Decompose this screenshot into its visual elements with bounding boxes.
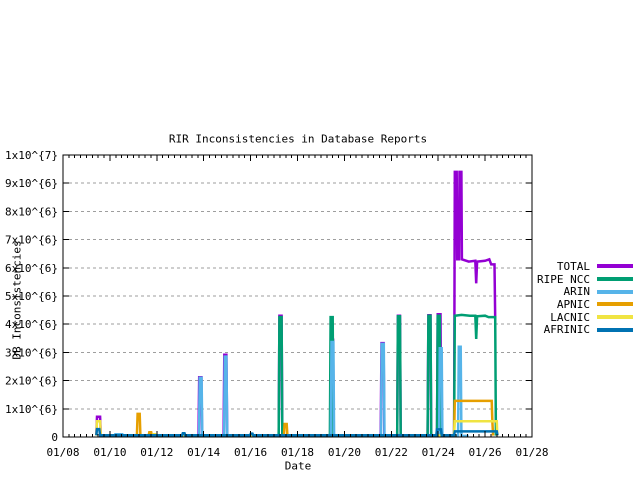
legend-line-swatch <box>597 277 633 282</box>
x-tick-label: 01/28 <box>515 446 548 459</box>
x-tick-label: 01/10 <box>93 446 126 459</box>
legend-label: TOTAL <box>556 259 590 273</box>
legend-line-swatch <box>597 264 633 269</box>
x-tick-label: 01/18 <box>281 446 314 459</box>
y-tick-label: 9x10^{6} <box>5 177 58 190</box>
x-tick-label: 01/08 <box>46 446 79 459</box>
x-tick-label: 01/12 <box>140 446 173 459</box>
y-axis-label: DB Inconsistencies <box>10 240 24 360</box>
y-tick-label: 5x10^{6} <box>5 290 58 303</box>
y-tick-label: 1x10^{6} <box>5 403 58 416</box>
legend: TOTAL RIPE NCC ARIN APNIC LACNIC AFRINIC <box>500 260 636 336</box>
y-tick-label: 1x10^{7} <box>5 149 58 162</box>
y-tick-label: 0 <box>51 431 58 444</box>
legend-line-swatch <box>597 315 633 320</box>
y-tick-label: 7x10^{6} <box>5 234 58 247</box>
legend-item-apnic: APNIC <box>500 298 636 311</box>
x-tick-label: 01/16 <box>234 446 267 459</box>
x-axis-label: Date <box>284 459 312 473</box>
legend-label: LACNIC <box>550 310 590 324</box>
legend-label: AFRINIC <box>543 323 590 337</box>
legend-line-swatch <box>597 302 633 307</box>
x-tick-label: 01/14 <box>187 446 220 459</box>
y-tick-label: 2x10^{6} <box>5 375 58 388</box>
y-tick-label: 4x10^{6} <box>5 318 58 331</box>
x-tick-label: 01/22 <box>375 446 408 459</box>
legend-line-swatch <box>597 327 633 332</box>
x-tick-label: 01/20 <box>328 446 361 459</box>
y-tick-label: 8x10^{6} <box>5 205 58 218</box>
legend-item-total: TOTAL <box>500 260 636 273</box>
y-tick-label: 3x10^{6} <box>5 346 58 359</box>
legend-label: ARIN <box>563 285 591 299</box>
legend-label: APNIC <box>556 297 590 311</box>
x-tick-label: 01/24 <box>422 446 455 459</box>
legend-item-afrinic: AFRINIC <box>500 323 636 336</box>
legend-label: RIPE NCC <box>537 272 590 286</box>
legend-item-ripe-ncc: RIPE NCC <box>500 273 636 286</box>
x-tick-label: 01/26 <box>469 446 502 459</box>
chart-title: RIR Inconsistencies in Database Reports <box>168 132 428 146</box>
y-tick-label: 6x10^{6} <box>5 262 58 275</box>
legend-item-arin: ARIN <box>500 285 636 298</box>
legend-line-swatch <box>597 289 633 294</box>
legend-item-lacnic: LACNIC <box>500 311 636 324</box>
